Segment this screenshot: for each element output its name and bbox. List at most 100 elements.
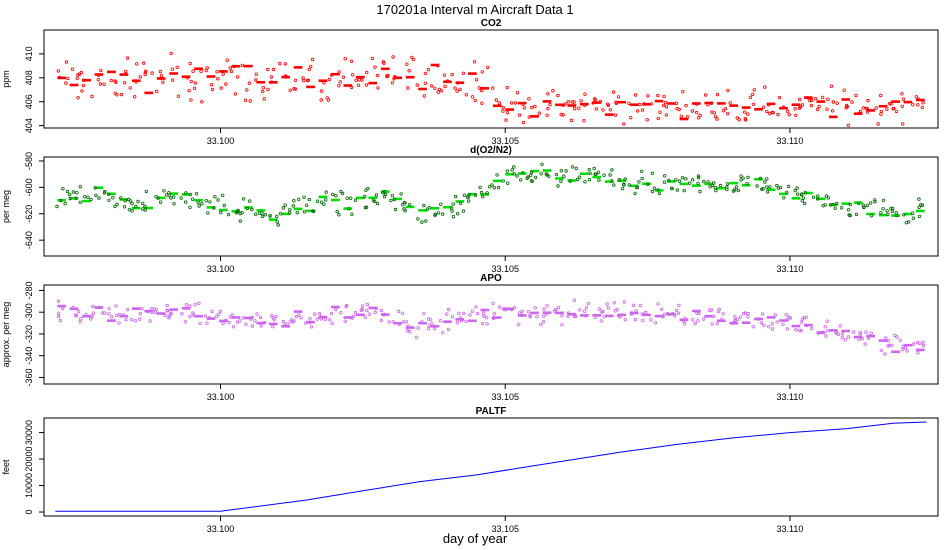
data-point [587, 167, 591, 172]
data-point [763, 85, 767, 89]
data-point [200, 100, 204, 104]
data-point [894, 211, 898, 215]
data-point [319, 98, 323, 102]
data-point [813, 96, 818, 101]
data-point [645, 118, 649, 122]
data-point [320, 200, 324, 204]
data-point [901, 122, 905, 126]
data-point [309, 325, 314, 329]
data-point [411, 57, 416, 62]
data-point [917, 205, 921, 209]
data-point [733, 315, 737, 319]
data-point [656, 116, 660, 121]
y-axis-label: feet [1, 459, 11, 475]
data-point [375, 201, 380, 206]
data-point [204, 198, 208, 203]
data-point [443, 84, 447, 89]
data-point [865, 203, 870, 208]
data-point [113, 79, 117, 83]
data-point [775, 320, 779, 324]
data-point [631, 303, 636, 307]
y-tick-label: 20000 [24, 447, 34, 472]
data-point [731, 321, 735, 325]
data-point [57, 75, 62, 80]
data-point [517, 311, 522, 315]
data-point [766, 325, 771, 329]
data-point [230, 313, 234, 317]
data-point [800, 103, 805, 107]
data-point [393, 207, 398, 212]
data-point [188, 304, 192, 308]
data-point [744, 118, 748, 122]
data-point [90, 94, 94, 99]
data-point [406, 86, 410, 90]
data-point [572, 298, 577, 302]
data-point [690, 109, 695, 113]
data-point [297, 197, 301, 201]
data-point [197, 301, 201, 305]
data-point [501, 105, 505, 110]
data-point [583, 92, 587, 96]
data-point [392, 77, 396, 81]
data-point [462, 193, 467, 197]
data-point [492, 185, 496, 190]
data-point [114, 304, 118, 308]
data-point [542, 307, 546, 311]
data-point [775, 183, 779, 188]
data-point [623, 177, 627, 181]
panel-d-o2-n2-: d(O2/N2) per meg 33.100 33.105 33.110 -640 -62… [1, 145, 939, 274]
data-point [196, 200, 200, 204]
y-tick-label: -340 [24, 347, 34, 365]
data-point [297, 313, 301, 317]
data-point [712, 181, 716, 185]
data-point [698, 113, 702, 118]
data-point [876, 122, 880, 126]
data-point [446, 307, 451, 312]
data-point [466, 195, 470, 199]
data-point [107, 307, 111, 311]
data-point [758, 176, 763, 181]
data-point [283, 203, 287, 207]
data-point [566, 311, 571, 315]
data-point [629, 115, 633, 120]
data-point [135, 62, 139, 66]
data-point [862, 205, 866, 210]
data-point [420, 220, 424, 224]
data-point [68, 196, 72, 201]
data-point [140, 201, 145, 206]
data-point [522, 106, 527, 110]
data-point [450, 72, 454, 77]
data-point [797, 328, 802, 332]
data-point [67, 192, 72, 197]
data-point [442, 73, 447, 77]
data-point [610, 179, 614, 183]
plot-frame [43, 29, 939, 129]
data-point [436, 90, 440, 94]
data-point [756, 317, 760, 321]
data-point [863, 342, 867, 346]
data-point [455, 89, 459, 93]
data-point [577, 106, 581, 110]
data-point [501, 179, 505, 183]
data-point [858, 332, 862, 336]
data-point [376, 86, 380, 90]
data-point [642, 102, 646, 106]
data-point [911, 211, 915, 215]
data-point [335, 209, 339, 214]
data-point [344, 303, 349, 308]
data-point [330, 321, 334, 326]
y-tick-label: 30000 [24, 420, 34, 445]
data-point [261, 89, 265, 94]
data-point [785, 327, 789, 331]
data-point [433, 86, 437, 90]
data-point [866, 336, 871, 340]
data-point [726, 111, 730, 116]
data-point [169, 311, 173, 315]
data-point [765, 109, 769, 114]
data-point [315, 317, 319, 321]
data-point [382, 312, 386, 317]
data-point [400, 202, 405, 207]
data-point [809, 103, 814, 108]
data-point [537, 111, 541, 115]
data-point [397, 322, 402, 326]
